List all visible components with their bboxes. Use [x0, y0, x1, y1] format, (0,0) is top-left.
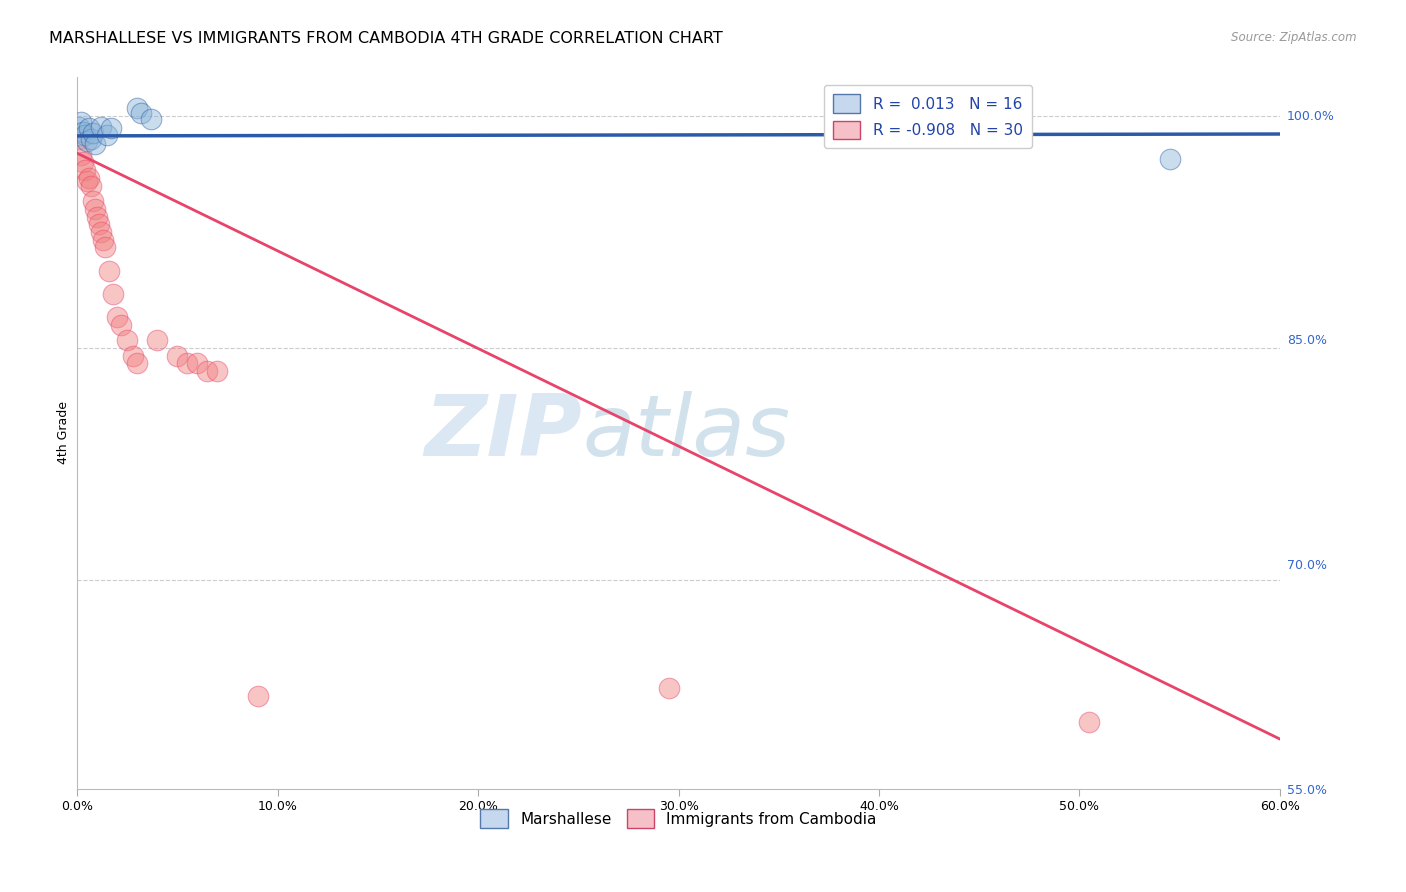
Point — [127, 356, 149, 370]
Point — [70, 115, 93, 129]
Point — [1078, 714, 1101, 729]
Point — [129, 106, 152, 120]
Point — [103, 286, 125, 301]
Text: MARSHALLESE VS IMMIGRANTS FROM CAMBODIA 4TH GRADE CORRELATION CHART: MARSHALLESE VS IMMIGRANTS FROM CAMBODIA … — [49, 31, 723, 46]
Text: atlas: atlas — [582, 392, 790, 475]
Point — [84, 136, 107, 151]
Point — [82, 126, 104, 140]
Point — [110, 318, 132, 332]
Point — [72, 124, 94, 138]
Point — [80, 178, 103, 193]
Point — [96, 128, 118, 142]
Point — [86, 210, 108, 224]
Point — [166, 349, 188, 363]
Point — [90, 120, 112, 134]
Point — [67, 120, 90, 134]
Y-axis label: 4th Grade: 4th Grade — [58, 401, 70, 465]
Point — [84, 202, 107, 216]
Point — [94, 240, 117, 254]
Point — [91, 233, 114, 247]
Point — [82, 194, 104, 208]
Point — [90, 225, 112, 239]
Point — [72, 155, 94, 169]
Point — [127, 101, 149, 115]
Point — [76, 174, 98, 188]
Point — [246, 689, 269, 703]
Point — [657, 681, 679, 695]
Point — [76, 134, 98, 148]
Point — [207, 364, 229, 378]
Point — [77, 121, 100, 136]
Point — [80, 132, 103, 146]
Point — [67, 132, 90, 146]
Point — [100, 121, 122, 136]
Point — [75, 128, 97, 142]
Point — [98, 263, 121, 277]
Legend: Marshallese, Immigrants from Cambodia: Marshallese, Immigrants from Cambodia — [474, 804, 883, 834]
Text: Source: ZipAtlas.com: Source: ZipAtlas.com — [1232, 31, 1357, 45]
Point — [176, 356, 198, 370]
Point — [141, 112, 163, 127]
Point — [146, 333, 169, 347]
Text: ZIP: ZIP — [425, 392, 582, 475]
Point — [1159, 153, 1181, 167]
Point — [186, 356, 208, 370]
Point — [75, 163, 97, 178]
Point — [197, 364, 219, 378]
Point — [70, 147, 93, 161]
Point — [89, 217, 111, 231]
Point — [105, 310, 128, 324]
Point — [115, 333, 138, 347]
Point — [122, 349, 145, 363]
Point — [77, 170, 100, 185]
